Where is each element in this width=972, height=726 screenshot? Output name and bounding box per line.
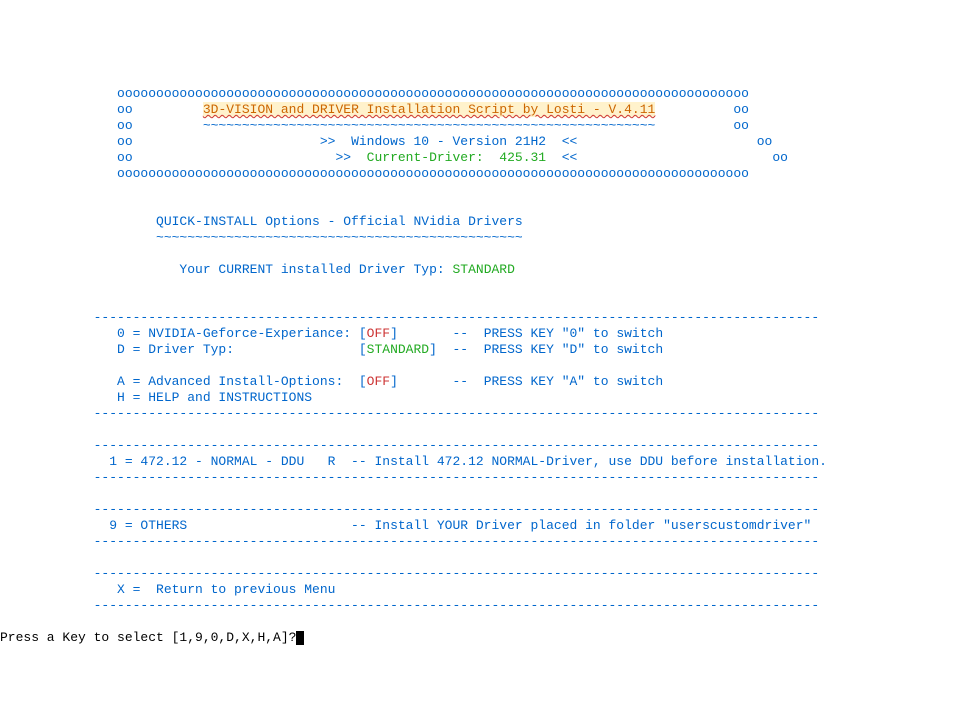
driver-suffix: << oo	[546, 150, 788, 165]
os-version: Windows 10 - Version 21H2	[351, 134, 546, 149]
os-suffix: << oo	[546, 134, 772, 149]
optD-prefix: D = Driver Typ: [	[0, 342, 367, 357]
script-title: 3D-VISION and DRIVER Installation Script…	[203, 102, 655, 117]
opt0-value: OFF	[367, 326, 390, 341]
opt1: 1 = 472.12 - NORMAL - DDU R -- Install 4…	[0, 454, 827, 469]
cursor[interactable]	[296, 631, 304, 645]
console-output: oooooooooooooooooooooooooooooooooooooooo…	[0, 70, 972, 646]
quick-install-tilde: ~~~~~~~~~~~~~~~~~~~~~~~~~~~~~~~~~~~~~~~~…	[0, 230, 523, 245]
prompt-text: Press a Key to select [1,9,0,D,X,H,A]?	[0, 630, 296, 645]
os-prefix: oo >>	[0, 134, 351, 149]
optD-suffix: ] -- PRESS KEY "D" to switch	[429, 342, 663, 357]
optX: X = Return to previous Menu	[0, 582, 335, 597]
title-prefix: oo	[0, 102, 203, 117]
separator: ----------------------------------------…	[0, 598, 819, 613]
tilde-line: oo ~~~~~~~~~~~~~~~~~~~~~~~~~~~~~~~~~~~~~…	[0, 118, 749, 133]
separator: ----------------------------------------…	[0, 310, 819, 325]
title-suffix: oo	[655, 102, 749, 117]
border-top: oooooooooooooooooooooooooooooooooooooooo…	[0, 86, 749, 101]
opt0-suffix: ] -- PRESS KEY "0" to switch	[390, 326, 663, 341]
optA-suffix: ] -- PRESS KEY "A" to switch	[390, 374, 663, 389]
separator: ----------------------------------------…	[0, 502, 819, 517]
border-bottom: oooooooooooooooooooooooooooooooooooooooo…	[0, 166, 749, 181]
separator: ----------------------------------------…	[0, 534, 819, 549]
separator: ----------------------------------------…	[0, 438, 819, 453]
current-driver-prefix: Your CURRENT installed Driver Typ:	[0, 262, 452, 277]
separator: ----------------------------------------…	[0, 406, 819, 421]
quick-install-title: QUICK-INSTALL Options - Official NVidia …	[0, 214, 523, 229]
optD-value: STANDARD	[367, 342, 429, 357]
optA-prefix: A = Advanced Install-Options: [	[0, 374, 367, 389]
separator: ----------------------------------------…	[0, 470, 819, 485]
opt9: 9 = OTHERS -- Install YOUR Driver placed…	[0, 518, 811, 533]
opt0-prefix: 0 = NVIDIA-Geforce-Experiance: [	[0, 326, 367, 341]
optH: H = HELP and INSTRUCTIONS	[0, 390, 312, 405]
driver-label: Current-Driver:	[367, 150, 500, 165]
optA-value: OFF	[367, 374, 390, 389]
current-driver-type: STANDARD	[452, 262, 514, 277]
driver-version: 425.31	[499, 150, 546, 165]
driver-prefix: oo >>	[0, 150, 367, 165]
